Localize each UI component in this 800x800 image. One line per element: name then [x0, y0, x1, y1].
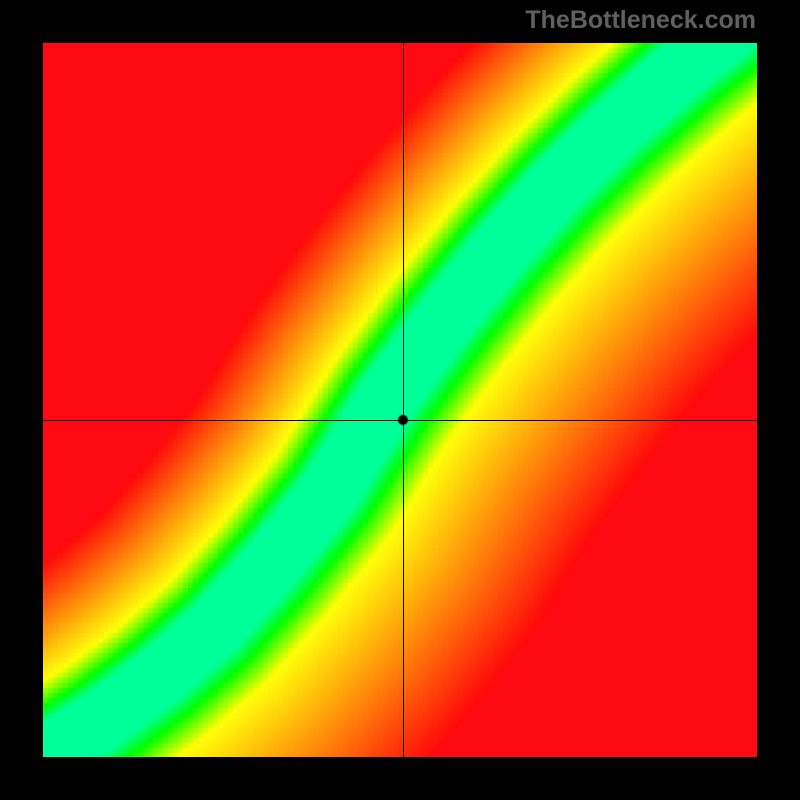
crosshair-dot — [397, 414, 409, 426]
crosshair-vertical — [403, 43, 404, 757]
bottleneck-heatmap — [43, 43, 757, 757]
watermark-text: TheBottleneck.com — [525, 6, 756, 35]
heatmap-plot-area — [43, 43, 757, 757]
